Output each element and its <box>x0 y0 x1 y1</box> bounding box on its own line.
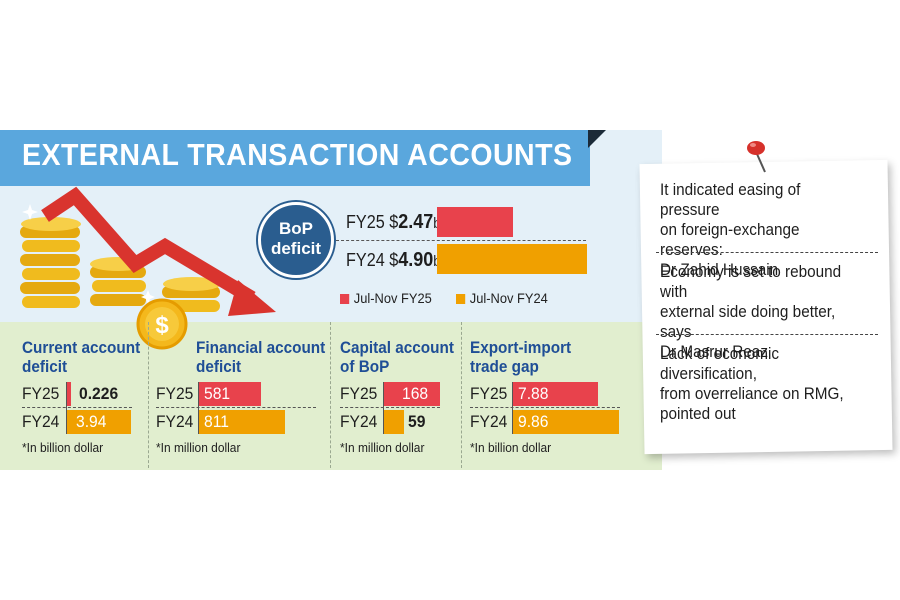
legend-label: Jul-Nov FY25 <box>353 290 432 306</box>
row-label: FY25 <box>470 384 508 403</box>
title-fold <box>588 130 606 148</box>
current-account-bar-fy25 <box>67 382 71 406</box>
title-line: Capital account <box>340 338 454 357</box>
title-line: trade gap <box>470 357 539 376</box>
quote-line: from overreliance on RMG, <box>660 384 844 403</box>
unit-note: *In billion dollar <box>22 440 104 455</box>
quote-separator <box>656 252 878 253</box>
quote-line: on foreign-exchange reserves: <box>660 220 800 259</box>
quote-line: external side doing better, says <box>660 302 836 341</box>
title-line: Current account <box>22 338 141 357</box>
financial-account-value-fy25: 581 <box>204 384 231 403</box>
bop-label-fy25: FY25 $2.47b <box>346 208 441 238</box>
bop-bar-fy25 <box>437 207 513 237</box>
current-account-value-fy24: 3.94 <box>76 412 107 431</box>
capital-account-value-fy25: 168 <box>402 384 429 403</box>
title-line: of BoP <box>340 357 390 376</box>
row-label: FY25 <box>340 384 378 403</box>
bop-value-label: 4.90 <box>398 249 434 271</box>
falling-arrow-icon <box>41 186 276 316</box>
bop-category: FY24 <box>346 250 385 270</box>
axis-line <box>383 382 384 434</box>
bop-currency-prefix: $ <box>389 250 399 270</box>
coins-and-arrow-illustration: $ <box>20 186 276 350</box>
bop-category: FY25 <box>346 212 385 232</box>
trade-gap-title: Export-import trade gap <box>470 338 571 376</box>
column-divider <box>330 322 331 468</box>
row-label: FY24 <box>470 412 508 431</box>
title-line: Export-import <box>470 338 572 357</box>
row-separator <box>156 407 316 408</box>
quote-1: It indicated easing of pressure on forei… <box>660 180 858 280</box>
page-title: EXTERNAL TRANSACTION ACCOUNTS <box>22 137 573 172</box>
push-pin-icon <box>747 141 766 173</box>
bop-currency-prefix: $ <box>389 212 399 232</box>
capital-account-bar-fy25 <box>384 382 440 406</box>
capital-account-value-fy24: 59 <box>408 412 426 431</box>
quote-line: pointed out <box>660 404 736 423</box>
title-band <box>0 130 590 186</box>
row-label: FY25 <box>156 384 194 403</box>
quote-2: Economy is set to rebound with external … <box>660 262 858 362</box>
bop-deficit-badge: BoP deficit <box>258 202 334 278</box>
trade-gap-value-fy25: 7.88 <box>518 384 549 403</box>
quote-line: Dr Masrur Reaz <box>660 342 768 361</box>
column-divider <box>461 322 462 468</box>
unit-note: *In billion dollar <box>470 440 552 455</box>
trade-gap-bar-fy24 <box>513 410 619 434</box>
legend-swatch <box>340 294 350 305</box>
column-divider <box>148 322 149 468</box>
quote-line: Economy is set to rebound with <box>660 262 842 301</box>
trade-gap-bar-fy25 <box>513 382 598 406</box>
quote-3: Lack of economic diversification, from o… <box>660 344 858 424</box>
title-line: deficit <box>22 357 68 376</box>
legend-label: Jul-Nov FY24 <box>469 290 548 306</box>
financial-account-bar-fy24 <box>199 410 285 434</box>
bop-title-line1: BoP <box>279 219 313 238</box>
financial-account-bar-fy25 <box>199 382 261 406</box>
current-account-title: Current account deficit <box>22 338 140 376</box>
trade-gap-value-fy24: 9.86 <box>518 412 549 431</box>
quote-line: It indicated easing of pressure <box>660 180 801 219</box>
bop-bar-fy24 <box>437 244 587 274</box>
legend-item-fy25: Jul-Nov FY25 <box>340 290 432 306</box>
title-line: Financial account <box>196 338 326 357</box>
capital-account-bar-fy24 <box>384 410 404 434</box>
bop-value-label: 2.47 <box>398 211 434 233</box>
quote-line: Lack of economic diversification, <box>660 344 780 383</box>
capital-account-title: Capital account of BoP <box>340 338 454 376</box>
dollar-coin-icon: $ <box>136 298 188 350</box>
row-separator <box>22 407 132 408</box>
current-account-bar-fy24 <box>67 410 131 434</box>
financial-account-title: Financial account deficit <box>196 338 325 376</box>
svg-text:$: $ <box>155 312 169 339</box>
financial-account-value-fy24: 811 <box>204 412 229 431</box>
row-separator <box>340 407 440 408</box>
bop-separator <box>336 240 586 241</box>
row-label: FY24 <box>340 412 378 431</box>
legend-item-fy24: Jul-Nov FY24 <box>456 290 548 306</box>
unit-note: *In million dollar <box>156 440 241 455</box>
quote-line: Dr Zahid Hussain <box>660 260 779 279</box>
axis-line <box>512 382 513 434</box>
axis-line <box>198 382 199 434</box>
legend-swatch <box>456 294 466 305</box>
quote-separator <box>656 334 878 335</box>
bop-title-line2: deficit <box>270 239 322 258</box>
current-account-value-fy25: 0.226 <box>79 384 119 403</box>
unit-note: *In million dollar <box>340 440 425 455</box>
row-label: FY25 <box>22 384 60 403</box>
axis-line <box>66 382 67 434</box>
title-line: deficit <box>196 357 242 376</box>
row-label: FY24 <box>22 412 60 431</box>
row-label: FY24 <box>156 412 194 431</box>
gold-coins-icon <box>20 204 221 312</box>
bop-label-fy24: FY24 $4.90b <box>346 246 441 276</box>
row-separator <box>470 407 620 408</box>
